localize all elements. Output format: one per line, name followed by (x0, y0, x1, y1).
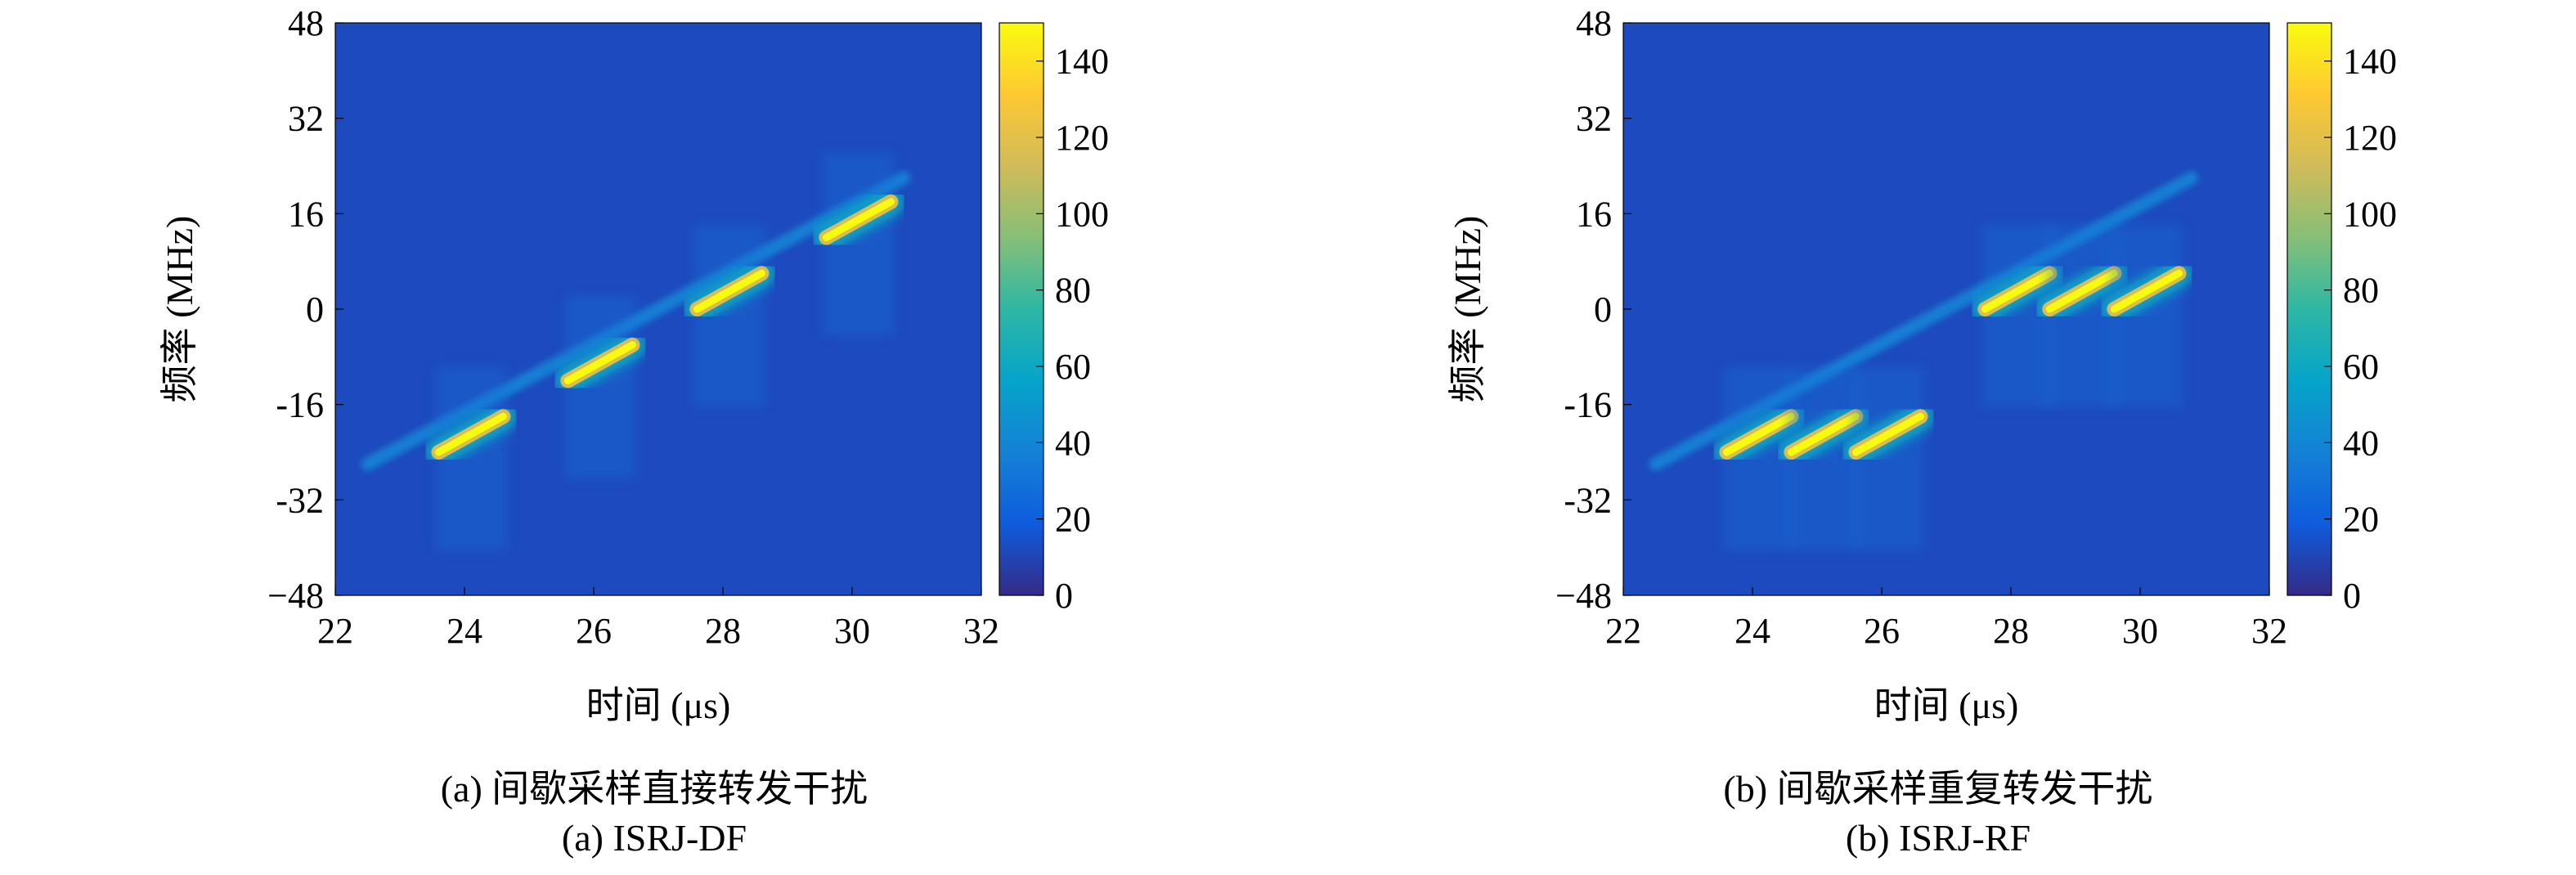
jamming-segment (693, 269, 765, 313)
x-tick-label: 30 (834, 611, 870, 651)
y-axis-label: 频率 (MHz) (1447, 216, 1488, 403)
caption-b-en: (b) ISRJ-RF (1846, 817, 2031, 859)
colorbar-tick-label: 140 (1055, 42, 1109, 82)
y-tick-label: −48 (1555, 576, 1612, 616)
x-tick-label: 30 (2122, 611, 2158, 651)
jamming-segment (563, 341, 636, 384)
jamming-segment (434, 412, 507, 456)
colorbar-tick-label: 20 (1055, 500, 1091, 540)
caption-a-cn: (a) 间歇采样直接转发干扰 (441, 768, 868, 810)
colorbar-tick-label: 20 (2343, 500, 2379, 540)
y-tick-label: 48 (288, 3, 324, 43)
colorbar-tick-label: 40 (1055, 423, 1091, 463)
caption-a-en: (a) ISRJ-DF (562, 817, 747, 859)
x-tick-label: 32 (963, 611, 999, 651)
x-axis-label: 时间 (μs) (1874, 684, 2019, 726)
jamming-segment (1981, 269, 2053, 313)
caption-b-cn: (b) 间歇采样重复转发干扰 (1723, 768, 2152, 810)
x-tick-label: 26 (576, 611, 612, 651)
y-tick-label: -32 (276, 480, 324, 520)
x-tick-label: 24 (1735, 611, 1770, 651)
y-tick-label: 16 (288, 194, 324, 234)
colorbar-tick-label: 100 (2343, 194, 2397, 234)
y-tick-label: 0 (1594, 289, 1612, 330)
y-tick-label: -16 (276, 385, 324, 425)
colorbar (2287, 22, 2332, 596)
jamming-segment (1787, 412, 1860, 456)
x-tick-label: 32 (2251, 611, 2287, 651)
colorbar-tick-label: 140 (2343, 42, 2397, 82)
jamming-segment (2110, 269, 2183, 313)
y-tick-label: 16 (1576, 194, 1612, 234)
colorbar-tick-label: 120 (1055, 118, 1109, 158)
colorbar-tick-label: 60 (2343, 347, 2379, 387)
y-tick-label: -16 (1564, 385, 1612, 425)
jamming-segment (2045, 269, 2118, 313)
jamming-segment (1851, 412, 1924, 456)
x-tick-label: 24 (447, 611, 482, 651)
colorbar-tick-label: 0 (1055, 576, 1073, 616)
y-axis-label: 频率 (MHz) (159, 216, 200, 403)
y-tick-label: 32 (288, 99, 324, 139)
colorbar-tick-label: 120 (2343, 118, 2397, 158)
colorbar-tick-label: 0 (2343, 576, 2361, 616)
y-tick-label: 32 (1576, 99, 1612, 139)
panel-a: 22 24 26 28 30 32 48 32 16 0 -16 -32 −48 时间 (μs) 频率 (M… (159, 3, 1109, 726)
y-tick-label: -32 (1564, 480, 1612, 520)
y-tick-label: −48 (267, 576, 324, 616)
colorbar-tick-label: 80 (2343, 271, 2379, 311)
colorbar (999, 22, 1044, 596)
jamming-segment (1722, 412, 1795, 456)
x-tick-label: 22 (317, 611, 353, 651)
x-tick-label: 28 (705, 611, 741, 651)
colorbar-tick-label: 60 (1055, 347, 1091, 387)
colorbar-tick-label: 100 (1055, 194, 1109, 234)
y-tick-label: 0 (306, 289, 324, 330)
panel-b: 22 24 26 28 30 32 48 32 16 0 -16 -32 −48 时间 (μs) 频率 (M… (1447, 3, 2397, 726)
jamming-segment (822, 198, 895, 241)
colorbar-tick-label: 80 (1055, 271, 1091, 311)
colorbar-tick-label: 40 (2343, 423, 2379, 463)
y-tick-label: 48 (1576, 3, 1612, 43)
x-axis-label: 时间 (μs) (586, 684, 731, 726)
x-tick-label: 28 (1993, 611, 2029, 651)
x-tick-label: 22 (1605, 611, 1641, 651)
x-tick-label: 26 (1864, 611, 1900, 651)
